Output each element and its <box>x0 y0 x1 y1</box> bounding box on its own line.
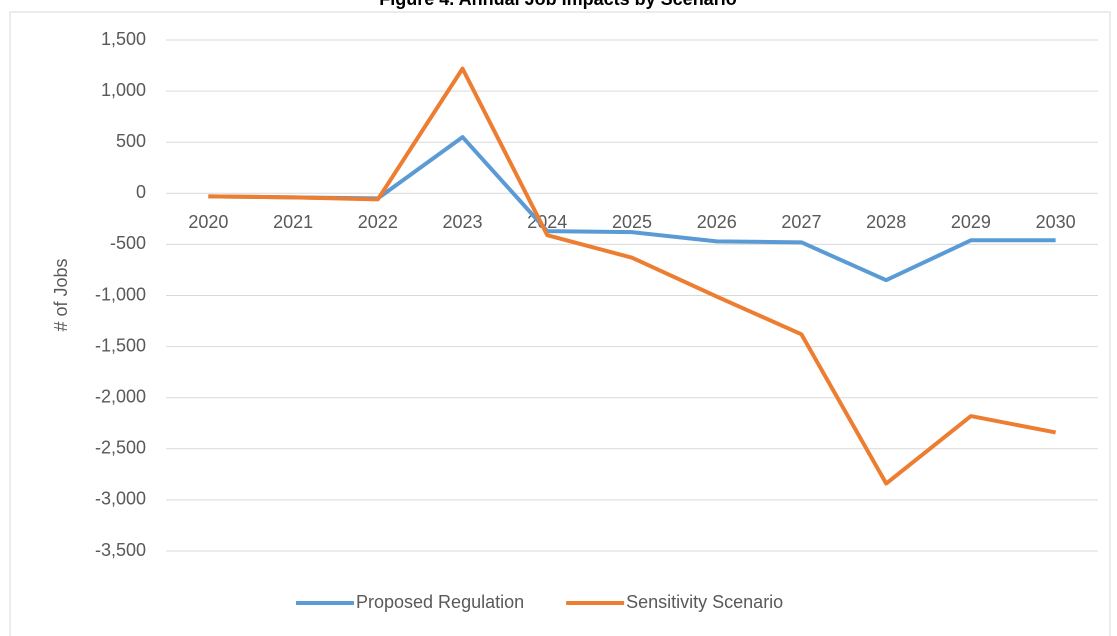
y-tick-label: -1,500 <box>95 335 146 355</box>
y-tick-label: -2,500 <box>95 438 146 458</box>
series-line <box>208 66 1057 486</box>
x-tick-label: 2021 <box>273 212 313 232</box>
x-tick-label: 2020 <box>188 212 228 232</box>
y-tick-label: -3,500 <box>95 540 146 560</box>
y-tick-label: -500 <box>110 233 146 253</box>
x-tick-label: 2030 <box>1036 212 1076 232</box>
y-tick-label: 500 <box>116 131 146 151</box>
x-tick-label: 2025 <box>612 212 652 232</box>
y-axis-label: # of Jobs <box>51 258 71 331</box>
x-tick-label: 2026 <box>697 212 737 232</box>
legend-label: Proposed Regulation <box>356 592 524 612</box>
y-tick-label: 0 <box>136 182 146 202</box>
x-tick-label: 2029 <box>951 212 991 232</box>
y-tick-label: -2,000 <box>95 386 146 406</box>
x-tick-label: 2028 <box>866 212 906 232</box>
y-tick-label: 1,500 <box>101 29 146 49</box>
y-tick-label: 1,000 <box>101 80 146 100</box>
x-tick-label: 2023 <box>443 212 483 232</box>
chart-frame <box>9 11 1111 636</box>
x-tick-label: 2027 <box>781 212 821 232</box>
y-tick-label: -1,000 <box>95 284 146 304</box>
x-tick-label: 2022 <box>358 212 398 232</box>
y-tick-label: -3,000 <box>95 489 146 509</box>
legend-label: Sensitivity Scenario <box>626 592 783 612</box>
chart-title: Figure 4. Annual Job Impacts by Scenario <box>379 0 736 9</box>
